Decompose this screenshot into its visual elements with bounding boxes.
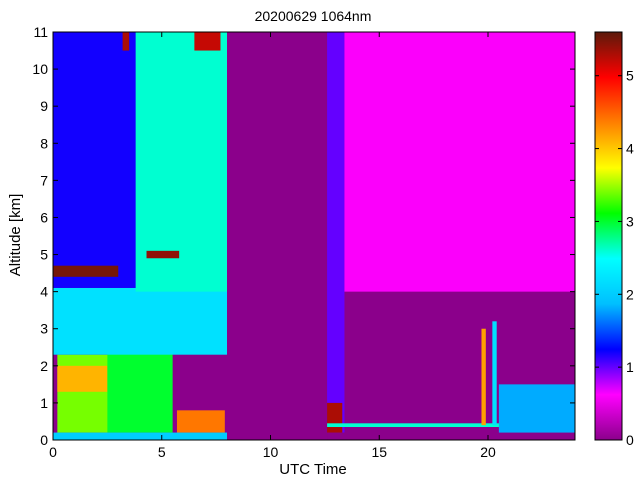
colorbar-gradient bbox=[594, 31, 623, 441]
y-tick-label: 9 bbox=[40, 98, 48, 114]
heatmap-plot-area bbox=[52, 31, 576, 441]
colorbar-tick-label: 3 bbox=[626, 213, 634, 229]
x-tick-label: 20 bbox=[480, 444, 496, 460]
heatmap-region-16 bbox=[481, 328, 486, 426]
heatmap-region-9 bbox=[194, 32, 221, 51]
x-tick-label: 5 bbox=[158, 444, 166, 460]
y-tick-label: 4 bbox=[40, 284, 48, 300]
heatmap-region-15 bbox=[327, 423, 575, 428]
y-tick-label: 5 bbox=[40, 247, 48, 263]
heatmap-region-14 bbox=[327, 402, 343, 433]
y-tick-label: 10 bbox=[32, 61, 48, 77]
x-tick-label: 15 bbox=[371, 444, 387, 460]
y-tick-label: 7 bbox=[40, 172, 48, 188]
y-axis: 0 1 2 3 4 5 6 7 8 9 10 11 bbox=[32, 24, 575, 448]
plot-frame bbox=[52, 31, 576, 441]
colorbar-ticks: 0 1 2 3 4 5 bbox=[595, 68, 634, 448]
x-tick-label: 0 bbox=[49, 444, 57, 460]
y-tick-label: 8 bbox=[40, 135, 48, 151]
heatmap-cells bbox=[53, 32, 575, 440]
y-tick-label: 6 bbox=[40, 209, 48, 225]
heatmap-region-11 bbox=[53, 432, 227, 440]
y-tick-label: 11 bbox=[33, 24, 48, 40]
heatmap-region-2 bbox=[107, 343, 173, 433]
colorbar-tick-label: 2 bbox=[626, 286, 634, 302]
heatmap-region-7 bbox=[146, 250, 180, 259]
heatmap-region-12 bbox=[327, 32, 345, 433]
data-gap-band bbox=[227, 32, 328, 440]
x-tick-label: 10 bbox=[263, 444, 279, 460]
heatmap-region-3 bbox=[53, 287, 227, 355]
colorbar-tick-label: 1 bbox=[626, 359, 634, 375]
heatmap-region-1 bbox=[57, 365, 108, 392]
heatmap-region-8 bbox=[122, 32, 130, 51]
y-tick-label: 2 bbox=[40, 358, 48, 374]
y-tick-label: 3 bbox=[40, 321, 48, 337]
heatmap-region-6 bbox=[53, 265, 119, 277]
heatmap-region-17 bbox=[492, 321, 497, 426]
colorbar-tick-label: 5 bbox=[626, 68, 634, 84]
y-tick-label: 1 bbox=[40, 395, 48, 411]
colorbar-tick-label: 0 bbox=[626, 432, 634, 448]
heatmap-region-13 bbox=[344, 32, 575, 292]
heatmap-region-18 bbox=[498, 384, 575, 433]
x-axis-label: UTC Time bbox=[279, 461, 347, 478]
y-tick-label: 0 bbox=[40, 432, 48, 448]
heatmap-region-5 bbox=[135, 32, 227, 292]
y-axis-label: Altitude [km] bbox=[7, 194, 24, 277]
x-axis: 0 5 10 15 20 bbox=[49, 32, 496, 460]
heatmap-region-4 bbox=[53, 32, 140, 288]
colorbar-tick-label: 4 bbox=[626, 141, 634, 157]
chart-title: 20200629 1064nm bbox=[255, 8, 372, 24]
colorbar: 0 1 2 3 4 5 bbox=[594, 31, 634, 448]
heatmap-region-10 bbox=[176, 410, 225, 433]
